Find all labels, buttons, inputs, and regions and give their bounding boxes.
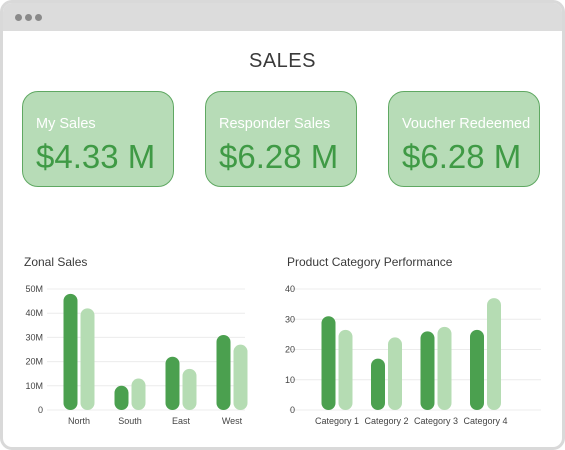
y-tick-label: 40M [25, 308, 43, 318]
window-control-dot-icon[interactable] [35, 14, 42, 21]
bar [371, 358, 385, 410]
y-tick-label: 30M [25, 332, 43, 342]
bar [487, 298, 501, 410]
kpi-value: $6.28 M [402, 138, 522, 175]
y-tick-label: 40 [285, 284, 295, 294]
x-tick-label: Category 1 [315, 416, 359, 426]
x-tick-label: West [222, 416, 243, 426]
zonal-sales-chart: 0 10M 20M 30M 40M 50M North South East West [25, 284, 248, 426]
bar [131, 378, 146, 410]
x-tick-label: North [68, 416, 90, 426]
x-tick-label: South [118, 416, 142, 426]
y-tick-label: 20M [25, 357, 43, 367]
kpi-card-voucher-redeemed[interactable]: Voucher Redeemed $6.28 M [388, 91, 540, 187]
bar [114, 385, 129, 410]
bar [165, 356, 180, 410]
y-tick-label: 0 [38, 405, 43, 415]
bar [233, 344, 248, 410]
bar [80, 308, 95, 410]
y-tick-label: 50M [25, 284, 43, 294]
kpi-label: Responder Sales [219, 116, 331, 132]
window-control-dot-icon[interactable] [15, 14, 22, 21]
kpi-value: $6.28 M [219, 138, 339, 175]
product-category-chart: 0 10 20 30 40 Category 1 Category 2 Category 3 C… [285, 284, 541, 426]
bar [321, 316, 336, 410]
bar [216, 334, 231, 410]
y-tick-label: 0 [290, 405, 295, 415]
x-tick-label: Category 3 [414, 416, 458, 426]
bar [388, 337, 402, 410]
kpi-card-my-sales[interactable]: My Sales $4.33 M [22, 91, 174, 187]
x-tick-label: East [172, 416, 191, 426]
bar [63, 293, 78, 410]
x-tick-label: Category 4 [463, 416, 507, 426]
zonal-sales-chart-title: Zonal Sales [24, 255, 88, 269]
product-category-chart-title: Product Category Performance [287, 255, 453, 269]
bar [470, 329, 484, 410]
window-titlebar [3, 3, 562, 31]
page-title: SALES [249, 50, 316, 72]
kpi-value: $4.33 M [36, 138, 156, 175]
bar [420, 331, 435, 410]
kpi-label: Voucher Redeemed [402, 116, 531, 132]
kpi-label: My Sales [36, 116, 96, 132]
y-tick-label: 10 [285, 375, 295, 385]
bar [182, 368, 197, 410]
kpi-card-responder-sales[interactable]: Responder Sales $6.28 M [205, 91, 357, 187]
y-tick-label: 30 [285, 314, 295, 324]
y-tick-label: 10M [25, 381, 43, 391]
y-tick-label: 20 [285, 345, 295, 355]
window-control-dot-icon[interactable] [25, 14, 32, 21]
bar [338, 329, 353, 410]
x-tick-label: Category 2 [364, 416, 408, 426]
bar [437, 326, 452, 410]
